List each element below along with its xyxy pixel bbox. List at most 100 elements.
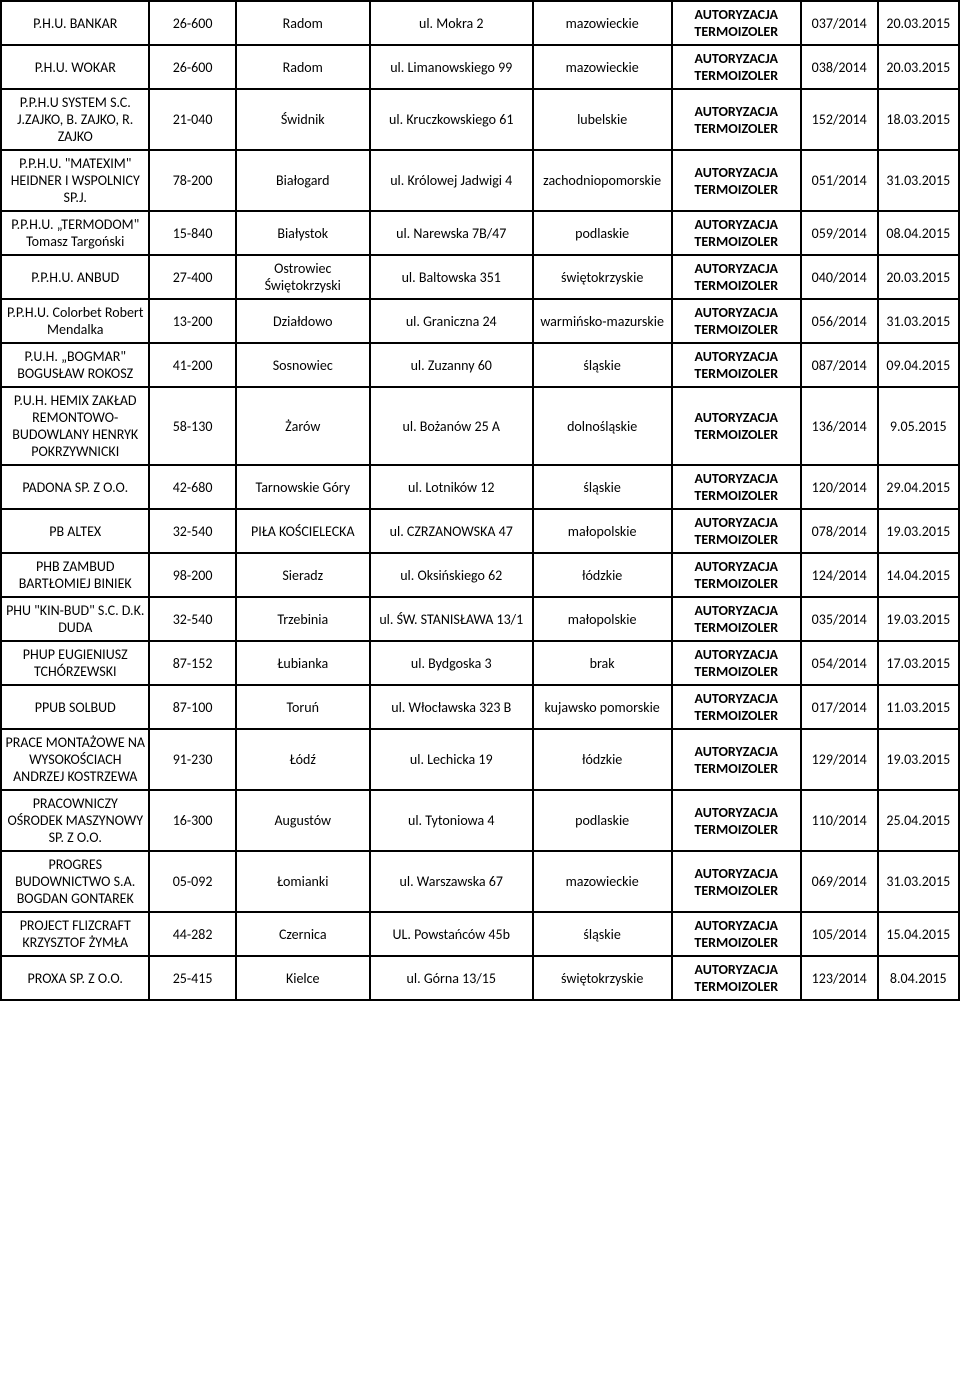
cell-cert: AUTORYZACJATERMOIZOLER (672, 465, 801, 509)
cell-city: Toruń (236, 685, 370, 729)
cell-postal: 78-200 (149, 150, 235, 211)
cell-region: lubelskie (533, 89, 672, 150)
cell-city: Łomianki (236, 851, 370, 912)
cell-postal: 32-540 (149, 509, 235, 553)
cell-num: 035/2014 (801, 597, 878, 641)
cell-date: 25.04.2015 (878, 790, 959, 851)
cell-date: 14.04.2015 (878, 553, 959, 597)
cell-cert: AUTORYZACJATERMOIZOLER (672, 89, 801, 150)
cell-address: ul. Limanowskiego 99 (370, 45, 533, 89)
cert-line1: AUTORYZACJA (675, 646, 798, 663)
cert-line2: TERMOIZOLER (675, 321, 798, 338)
cell-cert: AUTORYZACJATERMOIZOLER (672, 211, 801, 255)
cell-company: P.H.U. WOKAR (1, 45, 149, 89)
table-row: PB ALTEX32-540PIŁA KOŚCIELECKAul. CZRZAN… (1, 509, 959, 553)
cell-city: Kielce (236, 956, 370, 1000)
table-row: PHB ZAMBUD BARTŁOMIEJ BINIEK98-200Sierad… (1, 553, 959, 597)
cell-city: Świdnik (236, 89, 370, 150)
cell-date: 31.03.2015 (878, 150, 959, 211)
cell-company: PHB ZAMBUD BARTŁOMIEJ BINIEK (1, 553, 149, 597)
table-row: PROGRES BUDOWNICTWO S.A. BOGDAN GONTAREK… (1, 851, 959, 912)
cell-date: 08.04.2015 (878, 211, 959, 255)
cell-address: ul. Bożanów 25 A (370, 387, 533, 465)
cell-date: 29.04.2015 (878, 465, 959, 509)
cell-num: 152/2014 (801, 89, 878, 150)
cell-company: P.P.H.U. Colorbet Robert Mendalka (1, 299, 149, 343)
cell-cert: AUTORYZACJATERMOIZOLER (672, 912, 801, 956)
cert-line2: TERMOIZOLER (675, 934, 798, 951)
cert-line1: AUTORYZACJA (675, 50, 798, 67)
cell-date: 11.03.2015 (878, 685, 959, 729)
cell-city: Łubianka (236, 641, 370, 685)
cert-line2: TERMOIZOLER (675, 663, 798, 680)
cell-postal: 58-130 (149, 387, 235, 465)
cell-city: Czernica (236, 912, 370, 956)
cell-company: PROXA SP. Z O.O. (1, 956, 149, 1000)
cert-line1: AUTORYZACJA (675, 917, 798, 934)
cell-date: 9.05.2015 (878, 387, 959, 465)
cert-line2: TERMOIZOLER (675, 67, 798, 84)
table-row: P.P.H.U. Colorbet Robert Mendalka13-200D… (1, 299, 959, 343)
cell-postal: 26-600 (149, 1, 235, 45)
cell-num: 120/2014 (801, 465, 878, 509)
cell-postal: 26-600 (149, 45, 235, 89)
cell-num: 056/2014 (801, 299, 878, 343)
cell-cert: AUTORYZACJATERMOIZOLER (672, 1, 801, 45)
cert-line2: TERMOIZOLER (675, 277, 798, 294)
cell-city: Tarnowskie Góry (236, 465, 370, 509)
cell-num: 136/2014 (801, 387, 878, 465)
cell-region: mazowieckie (533, 45, 672, 89)
cert-line1: AUTORYZACJA (675, 304, 798, 321)
cell-postal: 15-840 (149, 211, 235, 255)
cell-cert: AUTORYZACJATERMOIZOLER (672, 150, 801, 211)
cert-line2: TERMOIZOLER (675, 233, 798, 250)
cell-num: 105/2014 (801, 912, 878, 956)
cell-cert: AUTORYZACJATERMOIZOLER (672, 255, 801, 299)
cell-date: 18.03.2015 (878, 89, 959, 150)
cert-line1: AUTORYZACJA (675, 804, 798, 821)
cell-num: 059/2014 (801, 211, 878, 255)
cert-line2: TERMOIZOLER (675, 23, 798, 40)
cell-region: warmińsko-mazurskie (533, 299, 672, 343)
cell-cert: AUTORYZACJATERMOIZOLER (672, 851, 801, 912)
cell-city: Białogard (236, 150, 370, 211)
cell-cert: AUTORYZACJATERMOIZOLER (672, 387, 801, 465)
cert-line2: TERMOIZOLER (675, 531, 798, 548)
cert-line2: TERMOIZOLER (675, 619, 798, 636)
cert-line1: AUTORYZACJA (675, 470, 798, 487)
table-row: PADONA SP. Z O.O.42-680Tarnowskie Góryul… (1, 465, 959, 509)
cell-postal: 05-092 (149, 851, 235, 912)
cell-postal: 32-540 (149, 597, 235, 641)
cell-cert: AUTORYZACJATERMOIZOLER (672, 45, 801, 89)
cell-address: ul. Lotników 12 (370, 465, 533, 509)
cell-region: śląskie (533, 912, 672, 956)
cert-line1: AUTORYZACJA (675, 260, 798, 277)
cell-region: podlaskie (533, 211, 672, 255)
cert-line1: AUTORYZACJA (675, 103, 798, 120)
cell-date: 20.03.2015 (878, 1, 959, 45)
cert-line2: TERMOIZOLER (675, 821, 798, 838)
table-row: P.H.U. BANKAR26-600Radomul. Mokra 2mazow… (1, 1, 959, 45)
cell-cert: AUTORYZACJATERMOIZOLER (672, 956, 801, 1000)
cell-city: Augustów (236, 790, 370, 851)
cert-line2: TERMOIZOLER (675, 365, 798, 382)
cert-line2: TERMOIZOLER (675, 181, 798, 198)
cell-company: PPUB SOLBUD (1, 685, 149, 729)
cert-line1: AUTORYZACJA (675, 961, 798, 978)
table-row: PPUB SOLBUD87-100Toruńul. Włocławska 323… (1, 685, 959, 729)
cell-city: Radom (236, 1, 370, 45)
cell-address: ul. Zuzanny 60 (370, 343, 533, 387)
cell-region: małopolskie (533, 509, 672, 553)
cert-line1: AUTORYZACJA (675, 514, 798, 531)
cell-num: 017/2014 (801, 685, 878, 729)
cell-region: mazowieckie (533, 1, 672, 45)
cell-date: 20.03.2015 (878, 45, 959, 89)
authorization-table: P.H.U. BANKAR26-600Radomul. Mokra 2mazow… (0, 0, 960, 1001)
cell-region: dolnośląskie (533, 387, 672, 465)
cell-cert: AUTORYZACJATERMOIZOLER (672, 685, 801, 729)
cell-city: Sieradz (236, 553, 370, 597)
cell-address: ul. Bydgoska 3 (370, 641, 533, 685)
cell-postal: 87-100 (149, 685, 235, 729)
cell-postal: 16-300 (149, 790, 235, 851)
cell-postal: 13-200 (149, 299, 235, 343)
